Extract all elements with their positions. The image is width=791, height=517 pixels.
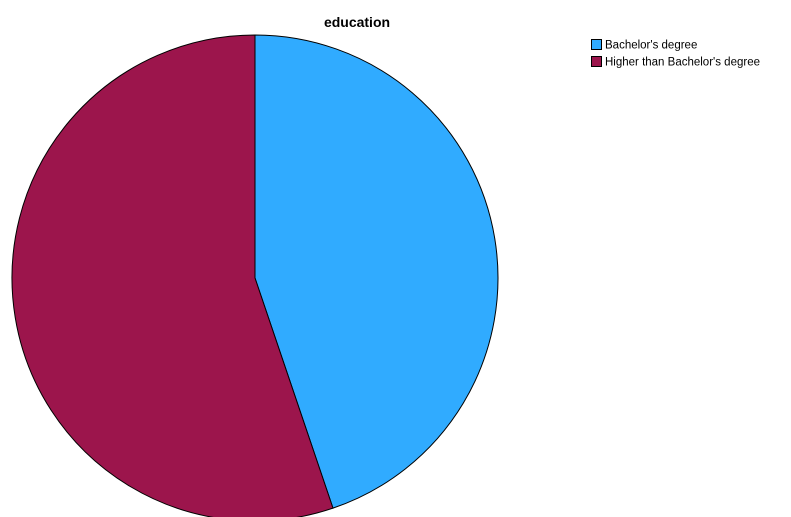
- legend: Bachelor's degree Higher than Bachelor's…: [591, 39, 760, 69]
- legend-swatch-higher: [591, 56, 602, 67]
- pie-slice-bachelors: [254, 34, 499, 509]
- legend-entry-higher: Higher than Bachelor's degree: [591, 56, 760, 69]
- pie-slices: [11, 34, 499, 517]
- legend-label-higher: Higher than Bachelor's degree: [605, 57, 760, 69]
- chart-title: education: [324, 14, 390, 30]
- legend-entry-bachelors: Bachelor's degree: [591, 39, 697, 52]
- legend-label-bachelors: Bachelor's degree: [605, 40, 697, 52]
- legend-swatch-bachelors: [591, 39, 602, 50]
